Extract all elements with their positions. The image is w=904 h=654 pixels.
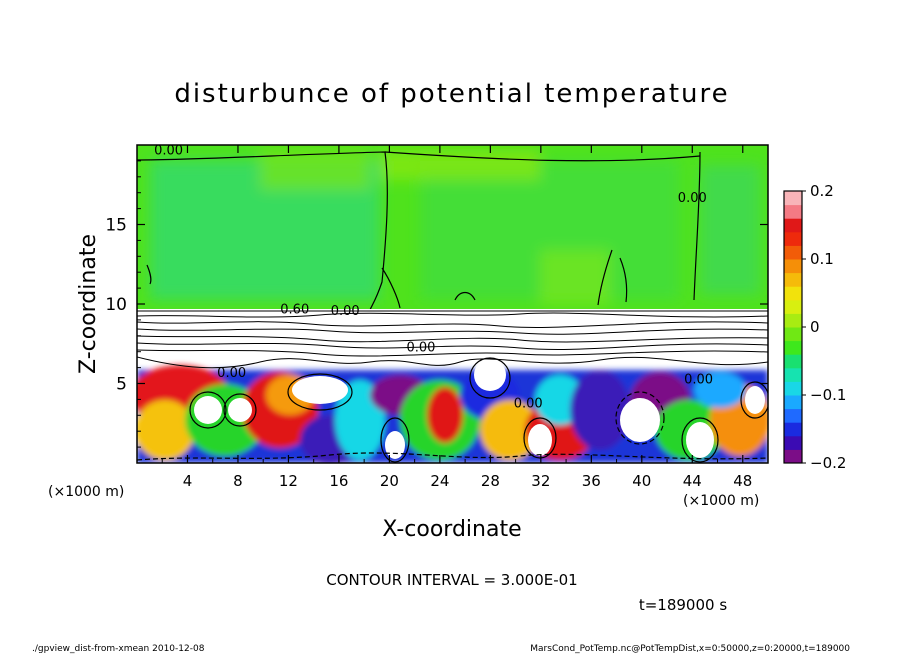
colorbar-swatch bbox=[784, 245, 802, 260]
contour-interval-text: CONTOUR INTERVAL = 3.000E-01 bbox=[326, 571, 577, 589]
colorbar-swatch bbox=[784, 449, 802, 464]
x-tick-label: 40 bbox=[632, 472, 651, 490]
plot-area: 0.00 0.00 0.00 0.00 0.00 0.00 0.00 0.60 bbox=[137, 144, 768, 463]
footer-left: ./gpview_dist-from-xmean 2010-12-08 bbox=[32, 644, 205, 654]
y-tick-label: 5 bbox=[116, 375, 127, 395]
x-tick-label: 20 bbox=[380, 472, 399, 490]
x-unit-left: (×1000 m) bbox=[48, 484, 124, 500]
x-unit-right: (×1000 m) bbox=[683, 493, 759, 509]
colorbar-swatch bbox=[784, 299, 802, 314]
colorbar-swatch bbox=[784, 435, 802, 450]
colorbar-tick-label: 0.2 bbox=[810, 182, 834, 200]
y-axis-label: Z-coordinate bbox=[76, 234, 101, 374]
colorbar-swatch bbox=[784, 408, 802, 423]
colorbar-swatch bbox=[784, 327, 802, 342]
colorbar-tick-label: 0.1 bbox=[810, 250, 834, 268]
colorbar-swatch bbox=[784, 313, 802, 328]
x-tick-label: 32 bbox=[531, 472, 550, 490]
upper-contours bbox=[137, 151, 701, 311]
x-tick-label: 16 bbox=[329, 472, 348, 490]
contour-label: 0.00 bbox=[331, 304, 360, 319]
contour-label: 0.00 bbox=[678, 191, 707, 206]
lower-layer-white-cells bbox=[194, 359, 765, 459]
colorbar-swatch bbox=[784, 354, 802, 369]
colorbar-swatch bbox=[784, 204, 802, 219]
x-tick-label: 24 bbox=[430, 472, 449, 490]
x-tick-label: 48 bbox=[733, 472, 752, 490]
x-axis-ticks: 4 8 12 16 20 24 28 32 36 40 44 48 bbox=[161, 145, 752, 490]
time-text: t=189000 s bbox=[639, 596, 727, 614]
colorbar-swatch bbox=[784, 259, 802, 274]
upper-layer-shading bbox=[150, 150, 760, 305]
contour-label: 0.00 bbox=[514, 396, 543, 411]
x-tick-label: 36 bbox=[582, 472, 601, 490]
x-tick-label: 12 bbox=[279, 472, 298, 490]
colorbar-swatch bbox=[784, 395, 802, 410]
y-tick-label: 15 bbox=[105, 216, 127, 236]
contour-label: 0.00 bbox=[154, 144, 183, 159]
contour-label: 0.00 bbox=[406, 341, 435, 356]
colorbar-tick-label: −0.2 bbox=[810, 454, 846, 472]
contour-label: 0.60 bbox=[280, 303, 309, 318]
x-tick-label: 44 bbox=[683, 472, 702, 490]
x-tick-label: 28 bbox=[481, 472, 500, 490]
x-axis-label: X-coordinate bbox=[382, 517, 521, 542]
x-tick-label: 8 bbox=[233, 472, 243, 490]
colorbar-tick-label: −0.1 bbox=[810, 386, 846, 404]
y-tick-label: 10 bbox=[105, 295, 127, 315]
colorbar-swatch bbox=[784, 286, 802, 301]
colorbar-swatch bbox=[784, 381, 802, 396]
colorbar-swatch bbox=[784, 218, 802, 233]
contour-label: 0.00 bbox=[217, 366, 246, 381]
y-axis-ticks: 5 10 15 bbox=[105, 160, 768, 448]
colorbar-swatch bbox=[784, 231, 802, 246]
colorbar-swatch bbox=[784, 367, 802, 382]
footer-right: MarsCond_PotTemp.nc@PotTempDist,x=0:5000… bbox=[530, 644, 850, 654]
colorbar-tick-label: 0 bbox=[810, 318, 820, 336]
contour-label: 0.00 bbox=[684, 373, 713, 388]
colorbar-swatch bbox=[784, 272, 802, 287]
lower-contours bbox=[137, 357, 768, 463]
colorbar: 0.2 0.1 0 −0.1 −0.2 bbox=[783, 182, 846, 472]
colorbar-swatch bbox=[784, 191, 802, 206]
inversion-contours bbox=[137, 310, 768, 369]
colorbar-swatch bbox=[784, 422, 802, 437]
colorbar-swatch bbox=[784, 340, 802, 355]
contour-labels: 0.00 0.00 0.00 0.00 0.00 0.00 0.00 0.60 bbox=[154, 144, 713, 411]
chart-title: disturbunce of potential temperature bbox=[174, 79, 729, 109]
x-tick-label: 4 bbox=[183, 472, 193, 490]
